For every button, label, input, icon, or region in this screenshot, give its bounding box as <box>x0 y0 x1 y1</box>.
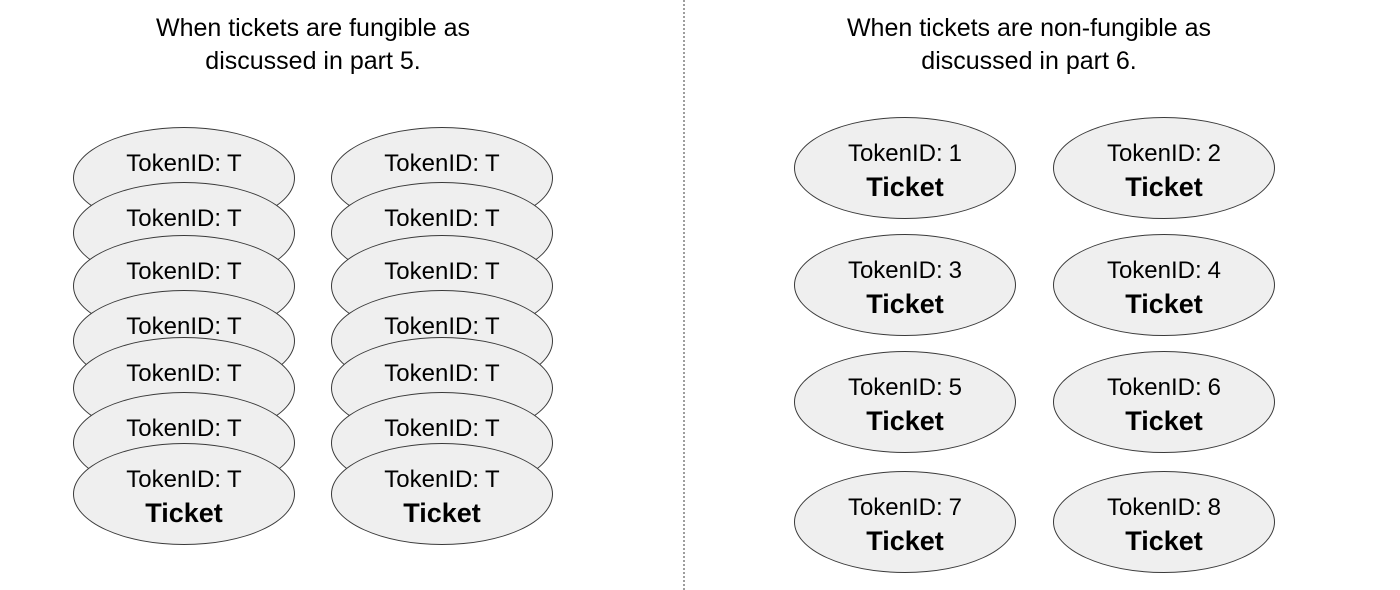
token-id-value: 4 <box>1208 257 1221 284</box>
fungible-title-line-1: When tickets are fungible as <box>53 12 573 45</box>
non-fungible-token: TokenID: 4 Ticket <box>1053 234 1275 336</box>
fungible-token: TokenID: T Ticket <box>73 443 295 545</box>
non-fungible-token: TokenID: 7 Ticket <box>794 471 1016 573</box>
token-id-label: TokenID: <box>1107 140 1202 167</box>
token-id-label: TokenID: <box>1107 374 1202 401</box>
token-id-value: T <box>227 258 242 285</box>
token-id-line: TokenID: 7 <box>795 494 1015 522</box>
token-id-label: TokenID: <box>384 360 479 387</box>
token-id-line: TokenID: 1 <box>795 140 1015 168</box>
ticket-label: Ticket <box>795 172 1015 202</box>
token-id-value: T <box>227 313 242 340</box>
token-id-label: TokenID: <box>848 374 943 401</box>
token-id-label: TokenID: <box>384 150 479 177</box>
token-id-value: T <box>227 150 242 177</box>
token-id-value: T <box>227 205 242 232</box>
token-id-value: 7 <box>949 494 962 521</box>
ticket-label: Ticket <box>1054 526 1274 556</box>
token-id-value: T <box>485 360 500 387</box>
token-id-label: TokenID: <box>126 150 221 177</box>
token-id-value: T <box>485 258 500 285</box>
token-id-line: TokenID: T <box>332 258 552 286</box>
token-id-line: TokenID: T <box>74 150 294 178</box>
token-id-line: TokenID: T <box>74 205 294 233</box>
fungible-title-line-2: discussed in part 5. <box>53 45 573 78</box>
token-id-value: T <box>485 150 500 177</box>
token-id-line: TokenID: T <box>74 466 294 494</box>
token-id-label: TokenID: <box>126 466 221 493</box>
token-id-label: TokenID: <box>126 313 221 340</box>
token-id-label: TokenID: <box>384 313 479 340</box>
non-fungible-token: TokenID: 1 Ticket <box>794 117 1016 219</box>
token-id-line: TokenID: T <box>332 150 552 178</box>
ticket-label: Ticket <box>74 498 294 528</box>
token-id-value: 6 <box>1208 374 1221 401</box>
fungible-token: TokenID: T Ticket <box>331 443 553 545</box>
non-fungible-token: TokenID: 3 Ticket <box>794 234 1016 336</box>
token-id-label: TokenID: <box>126 205 221 232</box>
non-fungible-token: TokenID: 2 Ticket <box>1053 117 1275 219</box>
token-id-line: TokenID: T <box>74 258 294 286</box>
token-id-value: 8 <box>1208 494 1221 521</box>
token-id-value: T <box>227 360 242 387</box>
ticket-label: Ticket <box>1054 172 1274 202</box>
non-fungible-token: TokenID: 6 Ticket <box>1053 351 1275 453</box>
token-id-value: 3 <box>949 257 962 284</box>
token-id-label: TokenID: <box>1107 494 1202 521</box>
fungible-panel-title: When tickets are fungible as discussed i… <box>53 12 573 78</box>
token-id-label: TokenID: <box>384 415 479 442</box>
non-fungible-panel-title: When tickets are non-fungible as discuss… <box>769 12 1289 78</box>
token-id-value: T <box>485 205 500 232</box>
token-id-label: TokenID: <box>126 258 221 285</box>
ticket-label: Ticket <box>1054 406 1274 436</box>
token-id-line: TokenID: T <box>332 466 552 494</box>
ticket-label: Ticket <box>795 406 1015 436</box>
token-id-label: TokenID: <box>126 360 221 387</box>
non-fungible-title-line-2: discussed in part 6. <box>769 45 1289 78</box>
panel-divider <box>683 0 685 590</box>
token-id-value: T <box>227 466 242 493</box>
token-id-value: 1 <box>949 140 962 167</box>
token-id-line: TokenID: T <box>74 415 294 443</box>
token-id-line: TokenID: T <box>332 205 552 233</box>
token-id-line: TokenID: 6 <box>1054 374 1274 402</box>
token-id-value: T <box>485 466 500 493</box>
token-id-line: TokenID: 2 <box>1054 140 1274 168</box>
ticket-label: Ticket <box>795 289 1015 319</box>
token-id-label: TokenID: <box>848 140 943 167</box>
token-id-label: TokenID: <box>1107 257 1202 284</box>
token-id-value: 2 <box>1208 140 1221 167</box>
ticket-label: Ticket <box>795 526 1015 556</box>
token-id-line: TokenID: 8 <box>1054 494 1274 522</box>
token-id-line: TokenID: 3 <box>795 257 1015 285</box>
token-id-value: T <box>227 415 242 442</box>
token-id-label: TokenID: <box>384 466 479 493</box>
token-id-label: TokenID: <box>384 258 479 285</box>
token-id-label: TokenID: <box>384 205 479 232</box>
non-fungible-token: TokenID: 5 Ticket <box>794 351 1016 453</box>
token-id-value: T <box>485 415 500 442</box>
token-id-line: TokenID: 5 <box>795 374 1015 402</box>
token-id-line: TokenID: T <box>74 360 294 388</box>
token-id-value: 5 <box>949 374 962 401</box>
ticket-label: Ticket <box>332 498 552 528</box>
token-id-label: TokenID: <box>848 257 943 284</box>
non-fungible-title-line-1: When tickets are non-fungible as <box>769 12 1289 45</box>
non-fungible-token: TokenID: 8 Ticket <box>1053 471 1275 573</box>
token-id-label: TokenID: <box>848 494 943 521</box>
token-id-value: T <box>485 313 500 340</box>
token-id-line: TokenID: T <box>332 415 552 443</box>
token-id-line: TokenID: T <box>332 360 552 388</box>
ticket-label: Ticket <box>1054 289 1274 319</box>
token-id-line: TokenID: 4 <box>1054 257 1274 285</box>
token-id-label: TokenID: <box>126 415 221 442</box>
